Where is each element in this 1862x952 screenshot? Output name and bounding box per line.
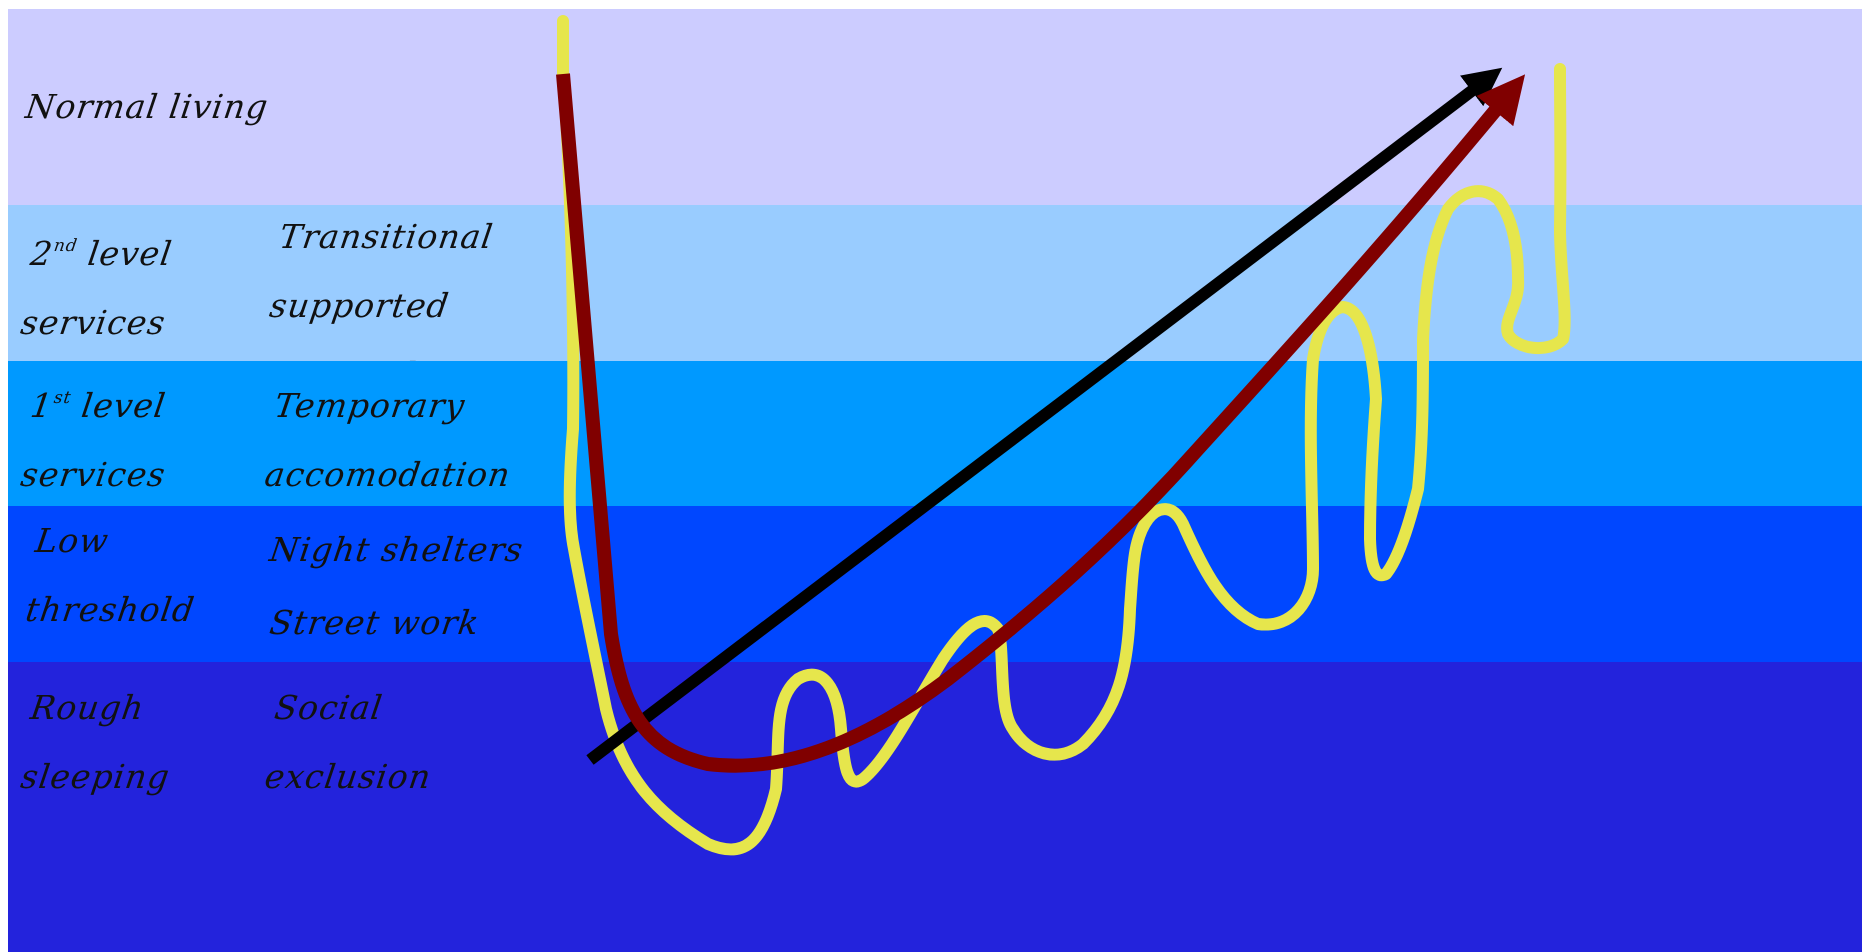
band-normal-living: Normal living (8, 9, 1862, 205)
band-rough-sleeping: Rough sleeping Social exclusion (8, 662, 1862, 952)
pathway-curves (556, 15, 1571, 856)
band-low-threshold-services: Low threshold services Night shelters St… (8, 506, 1862, 662)
diagram-canvas: Normal living 2nd level services Transit… (8, 9, 1862, 952)
dark-red-pathway-arrow (556, 73, 1526, 773)
yellow-wavy-pathway-line (557, 15, 1571, 856)
black-progress-arrow (586, 67, 1503, 765)
band-first-level-services: 1st level services Temporary accomodatio… (8, 361, 1862, 506)
band-second-level-services: 2nd level services Transitional supporte… (8, 205, 1862, 361)
